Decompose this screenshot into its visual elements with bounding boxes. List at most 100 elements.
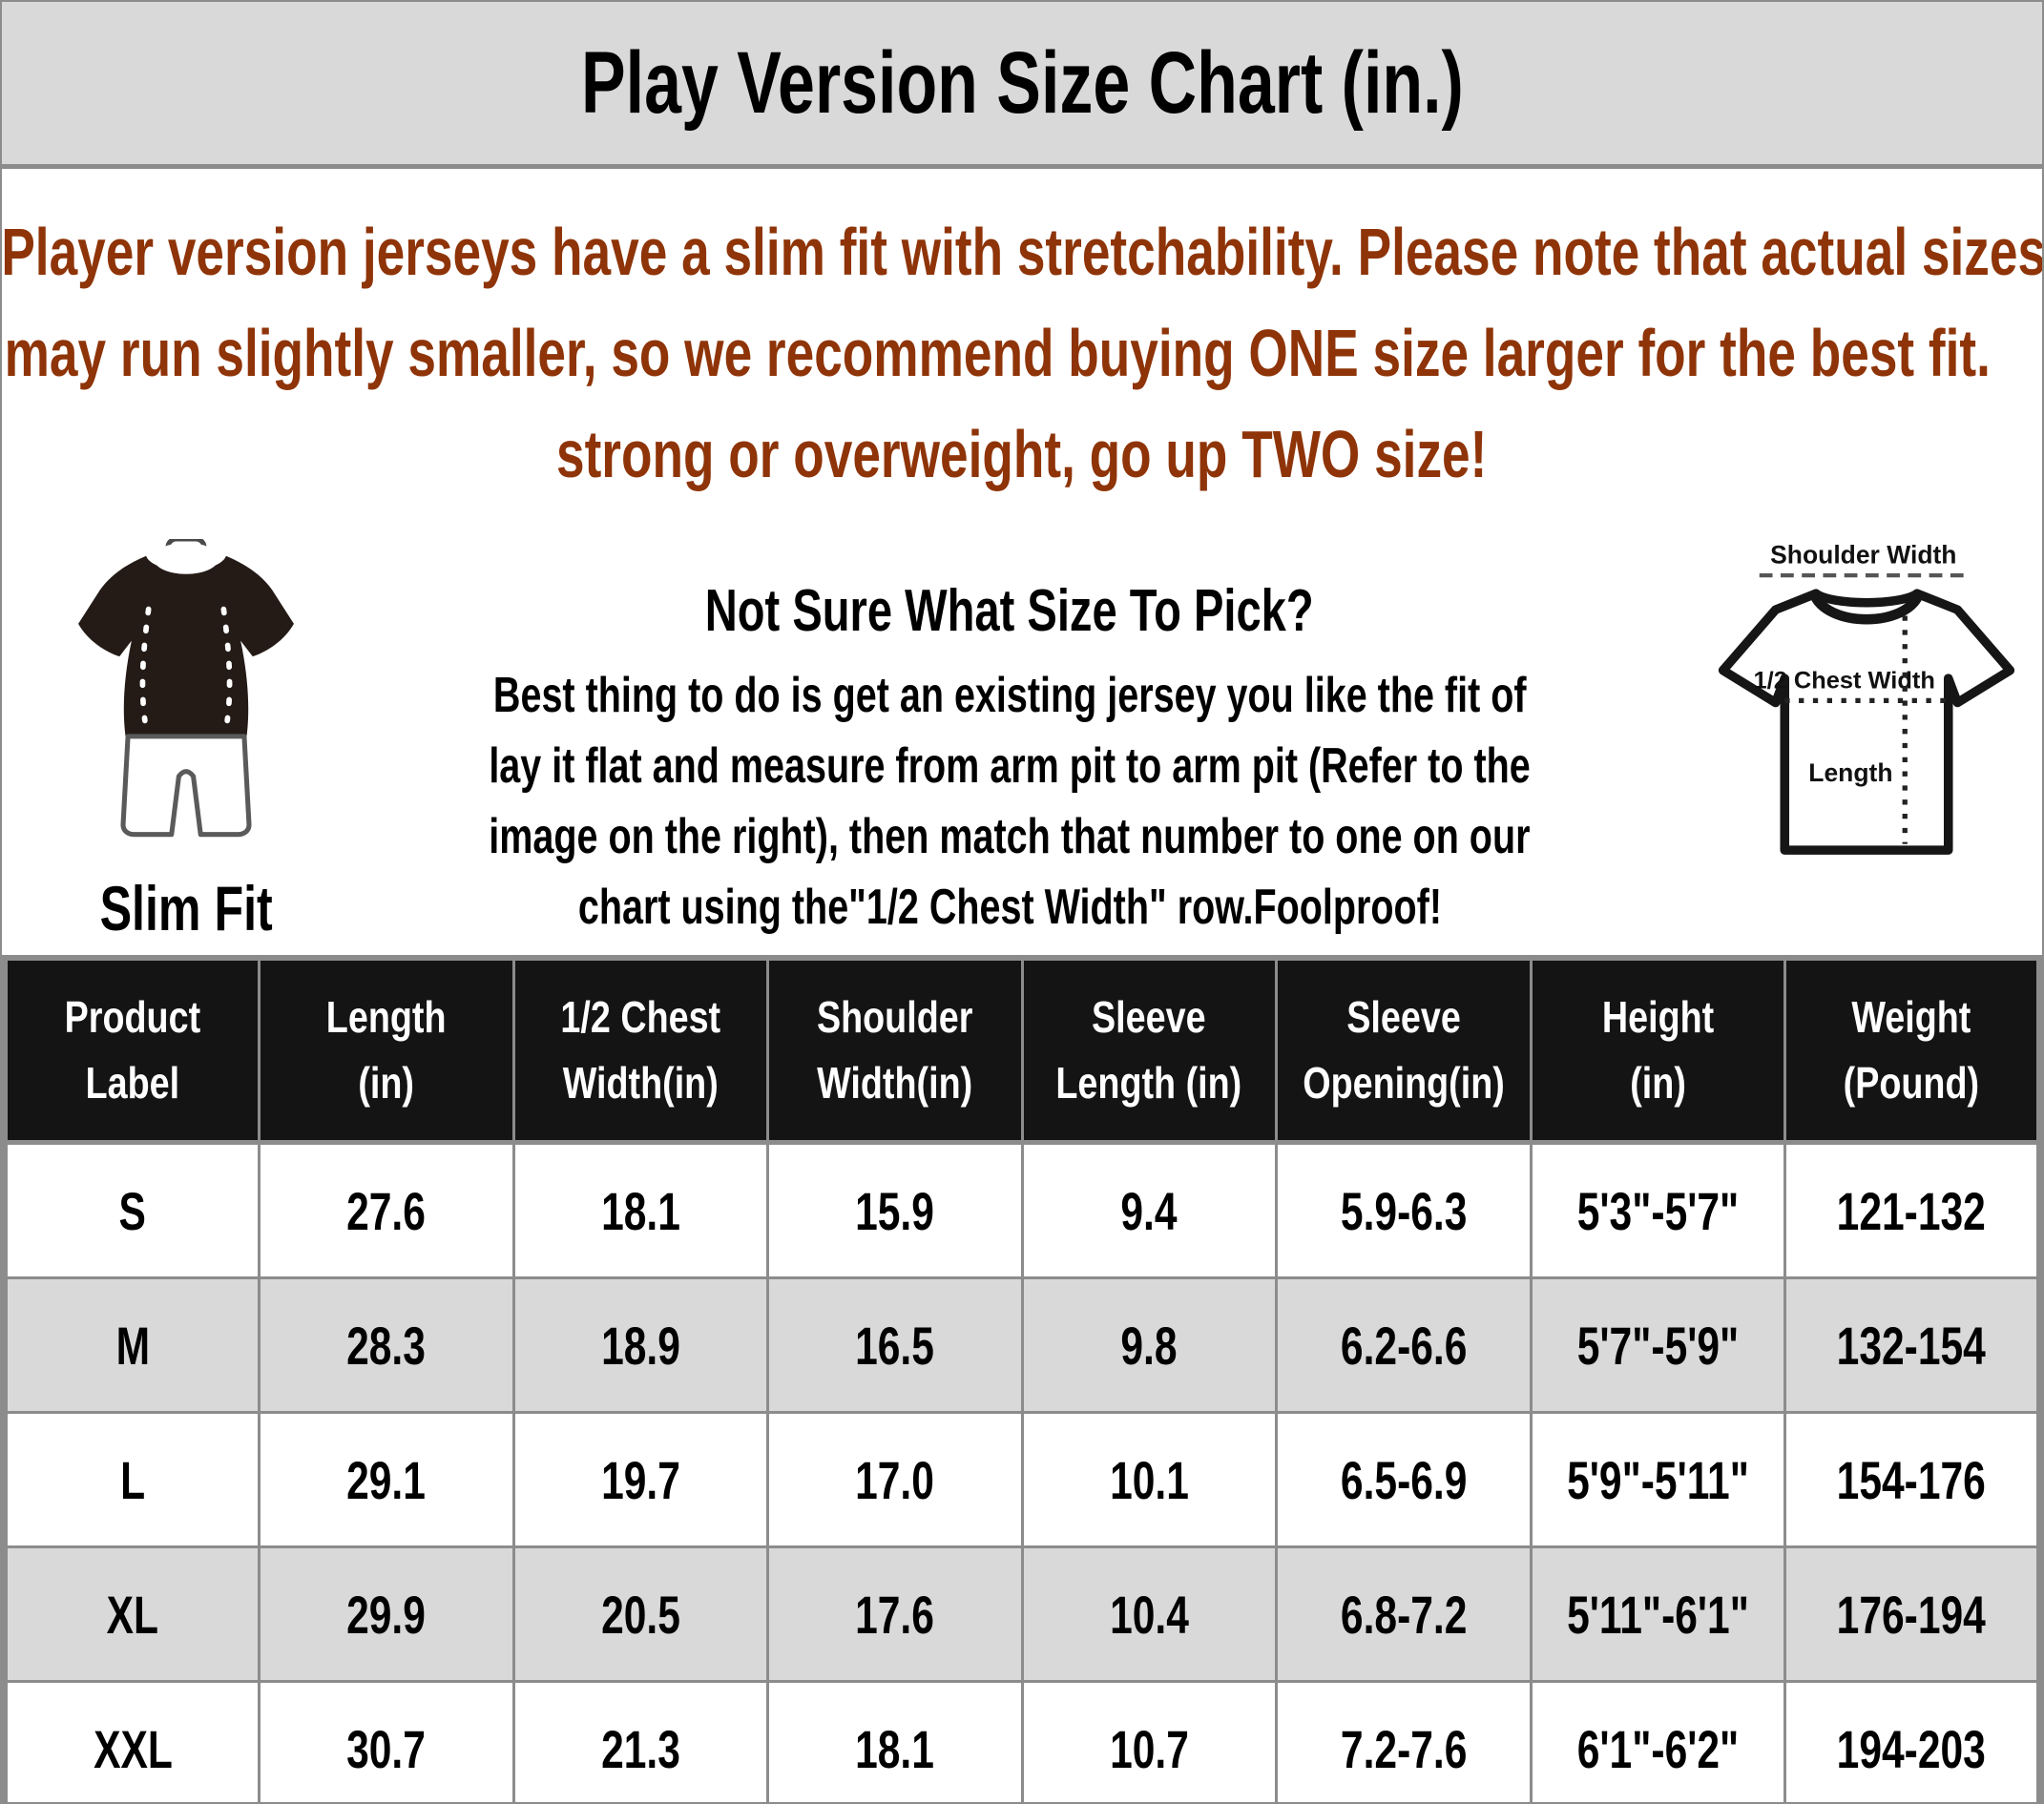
cell-text: 5'7"-5'9" [1576, 1315, 1739, 1376]
size-table-body: S 27.6 18.1 15.9 9.4 5.9-6.3 5'3"-5'7" 1… [3, 1141, 2041, 1802]
size-cell: 5'3"-5'7" [1529, 1141, 1786, 1279]
cell-text: 5'3"-5'7" [1576, 1180, 1739, 1241]
cell-text: 9.4 [1120, 1180, 1178, 1241]
cell-text: 18.1 [855, 1718, 935, 1779]
cell-text: 194-203 [1836, 1718, 1987, 1779]
size-label-cell: M [3, 1276, 261, 1414]
column-header-text: Height (in) [1601, 992, 1714, 1108]
size-cell: 19.7 [511, 1411, 769, 1548]
tshirt-measurement-icon: Shoulder Width 1/2 Chest Width Length [1718, 541, 2015, 855]
column-header-half-chest-width: 1/2 Chest Width(in) [511, 956, 769, 1145]
table-row-l: L 29.1 19.7 17.0 10.1 6.5-6.9 5'9"-5'11"… [3, 1411, 2041, 1548]
size-cell: 28.3 [258, 1276, 515, 1414]
cell-text: 154-176 [1836, 1449, 1987, 1510]
guide-heading-text: Not Sure What Size To Pick? [705, 578, 1314, 644]
cell-text: 18.9 [600, 1315, 680, 1376]
cell-text: 10.1 [1109, 1449, 1189, 1510]
cell-text: 132-154 [1836, 1315, 1987, 1376]
cell-text: 6.2-6.6 [1340, 1315, 1468, 1376]
size-cell: 17.0 [766, 1411, 1024, 1548]
size-cell: 16.5 [766, 1276, 1024, 1414]
cell-text: 20.5 [600, 1584, 680, 1645]
size-cell: 5'9"-5'11" [1529, 1411, 1786, 1548]
table-row-m: M 28.3 18.9 16.5 9.8 6.2-6.6 5'7"-5'9" 1… [3, 1276, 2041, 1414]
column-header-sleeve-opening: Sleeve Opening(in) [1275, 956, 1533, 1145]
cell-text: XL [106, 1584, 159, 1645]
header-row: Product Label Length (in) 1/2 Chest Widt… [3, 956, 2041, 1145]
size-cell: 10.4 [1020, 1545, 1278, 1683]
cell-text: 15.9 [855, 1180, 935, 1241]
title-band: Play Version Size Chart (in.) [2, 2, 2042, 169]
table-row-s: S 27.6 18.1 15.9 9.4 5.9-6.3 5'3"-5'7" 1… [3, 1141, 2041, 1279]
size-cell: 9.8 [1020, 1276, 1278, 1414]
notice-text-3: strong or overweight, go up TWO size! [556, 417, 1488, 491]
cell-text: 121-132 [1836, 1180, 1987, 1241]
size-cell: 5'7"-5'9" [1529, 1276, 1786, 1414]
notice-line-2: may run slightly smaller, so we recommen… [4, 302, 2034, 404]
column-header-sleeve-length: Sleeve Length (in) [1020, 956, 1278, 1145]
notice-line-3: strong or overweight, go up TWO size! [10, 404, 2034, 505]
cell-text: 176-194 [1836, 1584, 1987, 1645]
size-label-cell: XL [3, 1545, 261, 1683]
size-table: Product Label Length (in) 1/2 Chest Widt… [2, 955, 2042, 1802]
size-cell: 176-194 [1783, 1545, 2041, 1683]
size-label-cell: XXL [3, 1680, 261, 1802]
column-header-text: Sleeve Opening(in) [1302, 992, 1505, 1108]
cell-text: 29.1 [346, 1449, 427, 1510]
cell-text: 29.9 [346, 1584, 427, 1645]
cell-text: L [119, 1449, 146, 1510]
size-label-cell: S [3, 1141, 261, 1279]
cell-text: 17.6 [855, 1584, 935, 1645]
guide-line: image on the right), then match that num… [324, 801, 1695, 872]
cell-text: 7.2-7.6 [1340, 1718, 1468, 1779]
size-cell: 29.9 [258, 1545, 515, 1683]
cell-text: 19.7 [600, 1449, 680, 1510]
cell-text: 21.3 [600, 1718, 680, 1779]
page-title: Play Version Size Chart (in.) [442, 33, 1603, 134]
size-cell: 29.1 [258, 1411, 515, 1548]
notice-line-1: Player version jerseys have a slim fit w… [2, 201, 2042, 302]
size-cell: 20.5 [511, 1545, 769, 1683]
size-cell: 21.3 [511, 1680, 769, 1802]
size-table-header: Product Label Length (in) 1/2 Chest Widt… [3, 956, 2041, 1145]
cell-text: XXL [93, 1718, 173, 1779]
size-cell: 194-203 [1783, 1680, 2041, 1802]
cell-text: 6'1"-6'2" [1576, 1718, 1739, 1779]
size-cell: 7.2-7.6 [1275, 1680, 1533, 1802]
cell-text: 5'9"-5'11" [1566, 1449, 1749, 1510]
column-header-weight: Weight (Pound) [1783, 956, 2041, 1145]
size-cell: 17.6 [766, 1545, 1024, 1683]
cell-text: 28.3 [346, 1315, 427, 1376]
column-header-text: Weight (Pound) [1843, 992, 1980, 1108]
length-label: Length [1808, 758, 1892, 787]
cell-text: 17.0 [855, 1449, 935, 1510]
notice-text-2: may run slightly smaller, so we recommen… [4, 316, 1991, 390]
size-cell: 132-154 [1783, 1276, 2041, 1414]
guide-line: Best thing to do is get an existing jers… [324, 660, 1695, 731]
size-cell: 9.4 [1020, 1141, 1278, 1279]
size-cell: 5.9-6.3 [1275, 1141, 1533, 1279]
slim-fit-figure-icon [78, 536, 294, 838]
slim-fit-label-text: Slim Fit [99, 873, 273, 943]
guide-line-text: lay it flat and measure from arm pit to … [489, 738, 1531, 794]
cell-text: 30.7 [346, 1718, 427, 1779]
notice-text-1: Player version jerseys have a slim fit w… [1, 215, 2044, 289]
size-cell: 18.1 [766, 1680, 1024, 1802]
half-chest-width-label: 1/2 Chest Width [1754, 668, 1935, 695]
guide-line-text: image on the right), then match that num… [489, 809, 1531, 864]
size-cell: 10.1 [1020, 1411, 1278, 1548]
column-header-text: Product Label [64, 992, 201, 1108]
size-cell: 121-132 [1783, 1141, 2041, 1279]
column-header-product-label: Product Label [3, 956, 261, 1145]
size-guide-block: Not Sure What Size To Pick? Best thing t… [324, 535, 1695, 943]
guide-line: lay it flat and measure from arm pit to … [324, 731, 1695, 801]
shoulder-width-label: Shoulder Width [1770, 541, 1956, 569]
cell-text: 5'11"-6'1" [1566, 1584, 1749, 1645]
size-cell: 6.5-6.9 [1275, 1411, 1533, 1548]
guide-heading: Not Sure What Size To Pick? [324, 577, 1695, 645]
size-cell: 15.9 [766, 1141, 1024, 1279]
cell-text: 5.9-6.3 [1340, 1180, 1468, 1241]
cell-text: 16.5 [855, 1315, 935, 1376]
size-cell: 10.7 [1020, 1680, 1278, 1802]
